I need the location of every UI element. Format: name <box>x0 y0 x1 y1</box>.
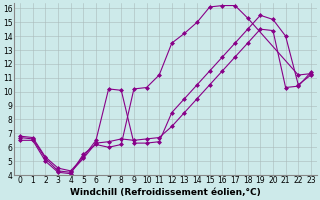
X-axis label: Windchill (Refroidissement éolien,°C): Windchill (Refroidissement éolien,°C) <box>70 188 261 197</box>
